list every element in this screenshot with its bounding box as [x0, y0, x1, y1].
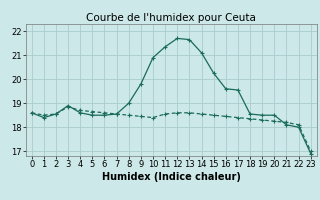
Title: Courbe de l'humidex pour Ceuta: Courbe de l'humidex pour Ceuta	[86, 13, 256, 23]
X-axis label: Humidex (Indice chaleur): Humidex (Indice chaleur)	[102, 172, 241, 182]
